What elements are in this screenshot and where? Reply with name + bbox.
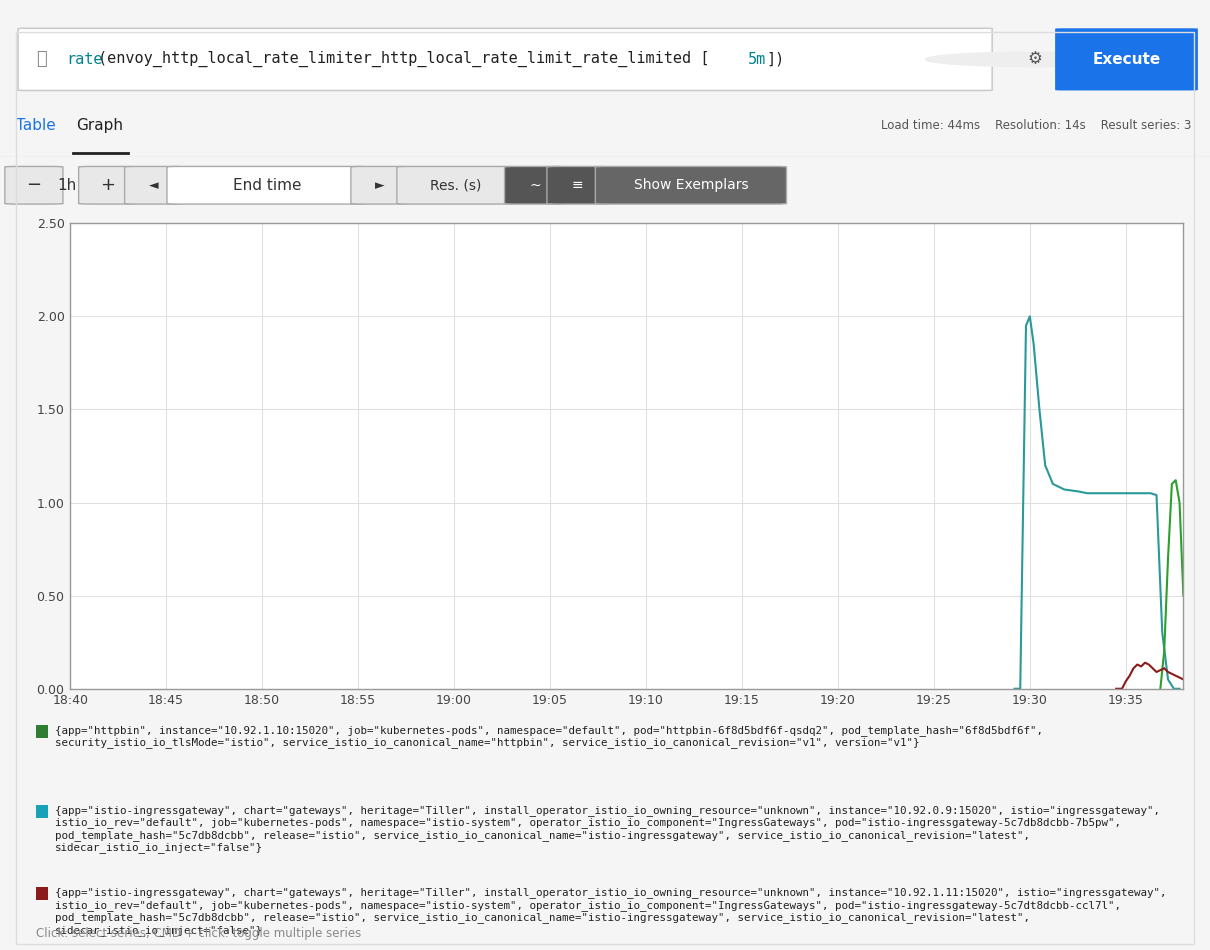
Text: Res. (s): Res. (s)	[431, 179, 482, 192]
Text: (envoy_http_local_rate_limiter_http_local_rate_limit_rate_limited [: (envoy_http_local_rate_limiter_http_loca…	[98, 51, 709, 67]
FancyBboxPatch shape	[1055, 28, 1198, 90]
Bar	[36, 805, 47, 818]
Text: Load time: 44ms    Resolution: 14s    Result series: 3: Load time: 44ms Resolution: 14s Result s…	[881, 119, 1192, 132]
Text: Graph: Graph	[76, 118, 122, 133]
Text: ◄: ◄	[149, 179, 159, 192]
Text: {app="istio-ingressgateway", chart="gateways", heritage="Tiller", install_operat: {app="istio-ingressgateway", chart="gate…	[54, 805, 1159, 853]
Text: ]): ])	[766, 52, 784, 66]
Text: {app="httpbin", instance="10.92.1.10:15020", job="kubernetes-pods", namespace="d: {app="httpbin", instance="10.92.1.10:150…	[54, 725, 1043, 749]
Text: ⌕: ⌕	[36, 50, 46, 68]
FancyBboxPatch shape	[351, 166, 409, 204]
FancyBboxPatch shape	[505, 166, 565, 204]
Text: Click: select series, CMD + click: toggle multiple series: Click: select series, CMD + click: toggl…	[36, 927, 362, 940]
Bar	[36, 887, 47, 901]
Text: −: −	[27, 177, 41, 194]
Text: {app="istio-ingressgateway", chart="gateways", heritage="Tiller", install_operat: {app="istio-ingressgateway", chart="gate…	[54, 887, 1166, 936]
FancyBboxPatch shape	[397, 166, 515, 204]
FancyBboxPatch shape	[18, 28, 992, 90]
Text: ►: ►	[375, 179, 385, 192]
FancyBboxPatch shape	[595, 166, 786, 204]
Text: ~: ~	[529, 179, 541, 192]
Text: ≡: ≡	[571, 179, 583, 192]
Text: rate: rate	[67, 52, 103, 66]
FancyBboxPatch shape	[79, 166, 137, 204]
Text: Table: Table	[17, 118, 56, 133]
Text: 5m: 5m	[748, 52, 766, 66]
FancyBboxPatch shape	[125, 166, 183, 204]
Text: ⚙: ⚙	[1027, 50, 1042, 68]
Text: Show Exemplars: Show Exemplars	[634, 179, 748, 192]
Bar	[36, 725, 47, 738]
FancyBboxPatch shape	[167, 166, 367, 204]
Text: Execute: Execute	[1093, 52, 1160, 66]
Circle shape	[926, 52, 1143, 66]
Text: +: +	[100, 177, 115, 194]
Text: 1h: 1h	[57, 178, 76, 193]
FancyBboxPatch shape	[547, 166, 607, 204]
Text: End time: End time	[232, 178, 301, 193]
FancyBboxPatch shape	[5, 166, 63, 204]
